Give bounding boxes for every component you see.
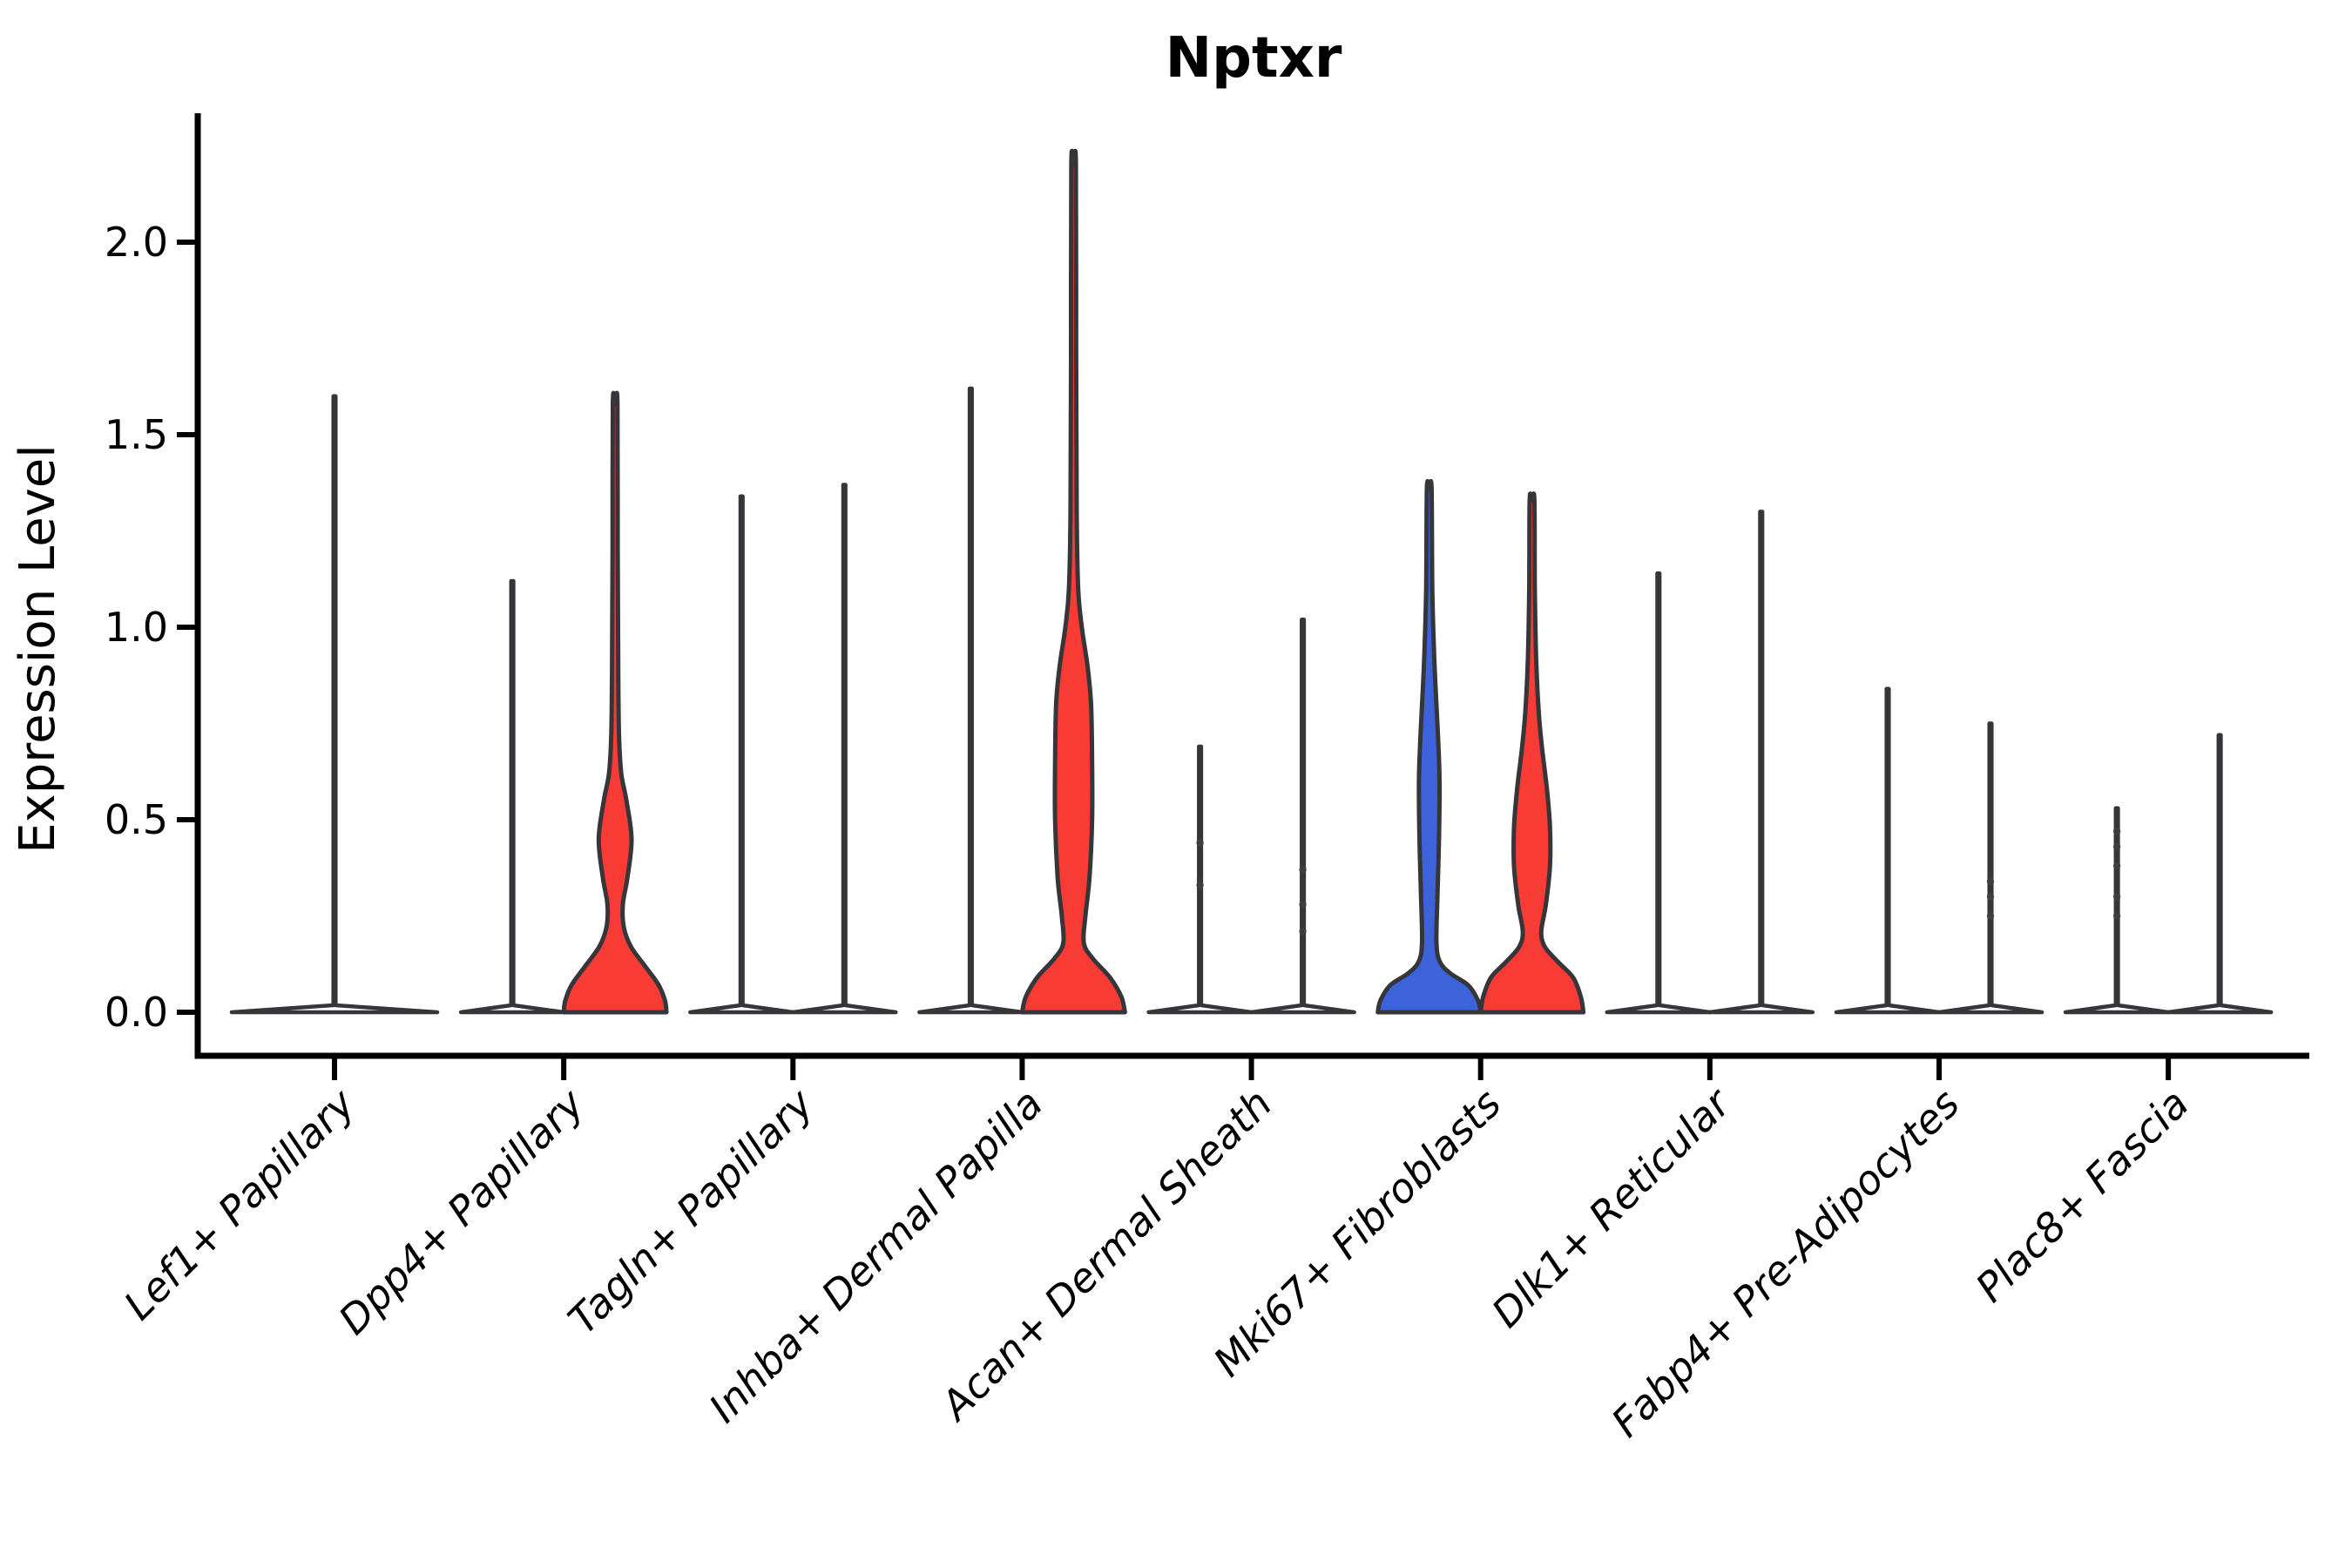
violin-inhba-dermal-papilla-right xyxy=(1019,148,1127,1015)
violin-dlk1-reticular-right xyxy=(1707,510,1815,1015)
violin-acan-dermal-sheath-right xyxy=(1249,617,1356,1015)
cell-point xyxy=(2112,828,2121,835)
cell-point xyxy=(2112,862,2121,870)
cell-point xyxy=(1196,839,1204,847)
x-tick-label-plac8-fascia: Plac8+ Fascia xyxy=(1967,1080,2198,1311)
violin-fabp4-pre-adipocytes-left xyxy=(1834,686,1942,1015)
chart-title: Nptxr xyxy=(1166,26,1342,91)
cell-point xyxy=(2112,842,2121,851)
y-tick-label: 2.0 xyxy=(105,219,168,266)
violin-inhba-dermal-papilla-left xyxy=(917,386,1024,1015)
cell-point xyxy=(1986,893,1995,901)
cell-point xyxy=(2112,912,2121,920)
y-tick-label: 1.0 xyxy=(105,604,168,651)
cell-point xyxy=(1196,881,1204,889)
violin-mki67-fibroblasts-right xyxy=(1478,491,1586,1015)
violins-layer xyxy=(229,148,2274,1015)
x-tick-label-tagln-papillary: Tagln+ Papillary xyxy=(559,1079,823,1343)
violin-acan-dermal-sheath-left xyxy=(1146,744,1254,1015)
violin-tagln-papillary-left xyxy=(688,494,795,1015)
violin-dpp4-papillary-left xyxy=(458,578,566,1015)
axes-layer xyxy=(177,113,2309,1080)
cell-point xyxy=(1986,912,1995,920)
violin-plac8-fascia-left xyxy=(2063,806,2171,1015)
violin-plac8-fascia-right xyxy=(2166,733,2274,1015)
violin-dlk1-reticular-left xyxy=(1605,571,1713,1015)
violin-fabp4-pre-adipocytes-right xyxy=(1936,721,2044,1015)
y-tick-label: 0.0 xyxy=(105,989,168,1036)
x-tick-label-dpp4-papillary: Dpp4+ Papillary xyxy=(329,1079,593,1343)
cell-point xyxy=(1986,877,1995,885)
y-axis-label: Expression Level xyxy=(10,444,66,854)
y-tick-label: 1.5 xyxy=(105,411,168,458)
cell-point xyxy=(1299,901,1307,909)
cell-point xyxy=(1299,866,1307,874)
violin-mki67-fibroblasts-left xyxy=(1375,478,1484,1015)
y-tick-label: 0.5 xyxy=(105,796,168,843)
cell-point xyxy=(1299,927,1307,936)
violin-lef1-papillary-center xyxy=(229,394,440,1015)
violin-tagln-papillary-right xyxy=(791,483,898,1015)
x-tick-label-lef1-papillary: Lef1+ Papillary xyxy=(115,1079,364,1328)
cell-point xyxy=(2112,893,2121,901)
x-tick-label-dlk1-reticular: Dlk1+ Reticular xyxy=(1483,1078,1741,1336)
violin-dpp4-papillary-right xyxy=(561,390,669,1015)
